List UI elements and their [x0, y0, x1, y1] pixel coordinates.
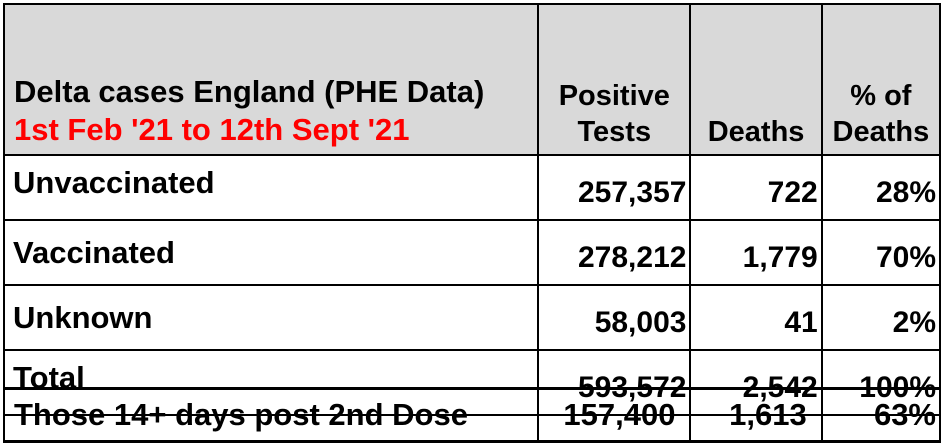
row-pct-deaths: 70% — [820, 219, 942, 286]
table-title-cell: Delta cases England (PHE Data) 1st Feb '… — [2, 3, 540, 156]
header-pct-deaths-line1: % of — [850, 80, 912, 112]
summary-positive-tests: 157,400 — [537, 387, 692, 443]
post-second-dose-summary: Those 14+ days post 2nd Dose 157,400 1,6… — [2, 387, 942, 443]
row-deaths: 41 — [689, 284, 823, 351]
row-pct-deaths: 2% — [820, 284, 942, 351]
header-pct-deaths: % of Deaths — [820, 3, 942, 156]
table-row-unvaccinated: Unvaccinated 257,357 722 28% — [2, 154, 942, 221]
row-label: Vaccinated — [2, 219, 540, 286]
delta-cases-table: Delta cases England (PHE Data) 1st Feb '… — [2, 3, 942, 416]
row-positive-tests: 278,212 — [537, 219, 692, 286]
row-deaths: 1,779 — [689, 219, 823, 286]
header-positive-tests: Positive Tests — [537, 3, 692, 156]
summary-label: Those 14+ days post 2nd Dose — [2, 387, 540, 443]
row-label: Unvaccinated — [2, 154, 540, 221]
summary-deaths: 1,613 — [689, 387, 823, 443]
table-title: Delta cases England (PHE Data) — [14, 74, 485, 109]
table-row-unknown: Unknown 58,003 41 2% — [2, 284, 942, 351]
row-positive-tests: 58,003 — [537, 284, 692, 351]
header-deaths-label: Deaths — [707, 116, 805, 148]
summary-pct-deaths: 63% — [820, 387, 942, 443]
row-label: Unknown — [2, 284, 540, 351]
summary-row: Those 14+ days post 2nd Dose 157,400 1,6… — [2, 387, 942, 443]
row-deaths: 722 — [689, 154, 823, 221]
row-pct-deaths: 28% — [820, 154, 942, 221]
header-deaths: Deaths — [689, 3, 823, 156]
table-header-row: Delta cases England (PHE Data) 1st Feb '… — [2, 3, 942, 156]
table-row-vaccinated: Vaccinated 278,212 1,779 70% — [2, 219, 942, 286]
header-positive-tests-line2: Tests — [577, 116, 652, 148]
table-subtitle: 1st Feb '21 to 12th Sept '21 — [14, 112, 410, 147]
row-positive-tests: 257,357 — [537, 154, 692, 221]
header-positive-tests-line1: Positive — [558, 80, 670, 112]
header-pct-deaths-line2: Deaths — [832, 116, 930, 148]
